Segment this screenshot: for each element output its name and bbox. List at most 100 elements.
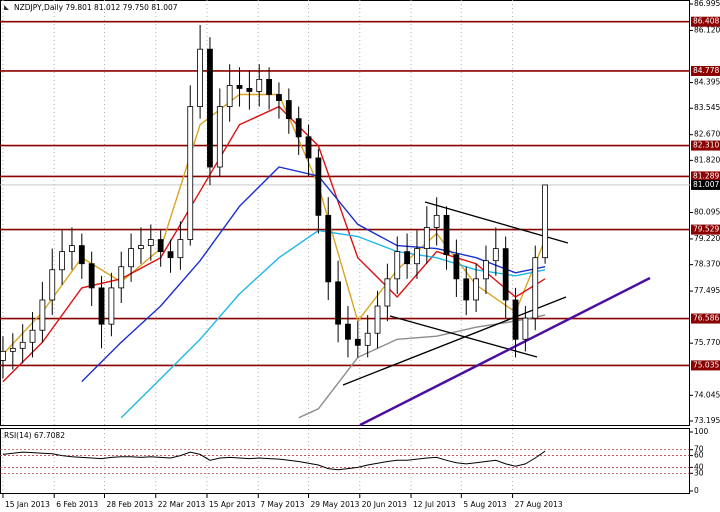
candle-body	[246, 88, 253, 92]
candle-body	[187, 106, 194, 240]
trendline	[342, 296, 567, 386]
candle-body	[374, 305, 381, 334]
candle-body	[177, 239, 184, 259]
y-tick-label: 84.395	[694, 78, 720, 87]
candle-body	[39, 299, 46, 331]
moving-average	[298, 314, 546, 419]
candle-body	[276, 94, 282, 101]
main-panel-frame	[0, 0, 690, 426]
trendline	[359, 276, 651, 427]
candle-body	[285, 100, 292, 120]
candle-body	[0, 350, 6, 361]
rsi-line	[2, 450, 546, 471]
y-tick-label: 81.820	[694, 155, 720, 164]
x-tick-label: 27 Aug 2013	[515, 500, 563, 509]
x-tick-label: 28 Feb 2013	[106, 500, 153, 509]
candle-body	[384, 278, 391, 307]
candle-body	[364, 332, 371, 346]
level-label-box	[691, 16, 720, 27]
candle-body	[138, 245, 144, 250]
level-label: 84.778	[693, 66, 719, 75]
candle-body	[335, 281, 342, 325]
trendline	[389, 315, 538, 358]
candle-body	[295, 118, 302, 138]
rsi-panel-frame	[0, 428, 690, 494]
candle-body	[207, 48, 213, 168]
candle-body	[512, 299, 519, 340]
rsi-tick-label: 0	[694, 486, 699, 495]
candle-body	[98, 287, 105, 325]
candle-body	[532, 257, 539, 319]
candles	[0, 24, 548, 379]
chart-title: NZDJPY,Daily 79.801 81.012 79.750 81.007	[14, 3, 178, 12]
y-tick-label: 73.195	[694, 416, 720, 425]
x-tick-label: 15 Jan 2013	[5, 500, 50, 509]
candle-body	[394, 251, 401, 280]
candle-body	[78, 245, 85, 265]
x-tick-label: 12 Jul 2013	[413, 500, 456, 509]
candle-body	[216, 106, 223, 168]
candle-body	[492, 248, 499, 262]
level-label: 81.289	[693, 171, 719, 180]
y-tick-label: 86.995	[694, 0, 720, 8]
y-tick-label: 75.770	[694, 338, 720, 347]
candle-body	[542, 184, 548, 259]
candle-body	[325, 214, 332, 283]
level-label-box	[691, 224, 720, 235]
title-icon	[4, 5, 9, 10]
candle-body	[483, 260, 489, 280]
x-tick-label: 22 Mar 2013	[158, 500, 206, 509]
candle-body	[433, 214, 440, 228]
candle-body	[197, 48, 204, 107]
x-tick-label: 6 Feb 2013	[56, 500, 98, 509]
y-tick-label: 78.370	[694, 260, 720, 269]
x-tick-label: 15 Apr 2013	[209, 500, 256, 509]
y-tick-label: 74.045	[694, 390, 720, 399]
rsi-title: RSI(14) 67.7082	[4, 431, 65, 440]
candle-body	[88, 263, 95, 289]
candle-body	[49, 269, 56, 301]
rsi-tick-label: 40	[694, 462, 704, 471]
level-label: 86.408	[693, 17, 719, 26]
candle-body	[414, 248, 420, 265]
rsi-tick-label: 100	[694, 427, 709, 436]
x-tick-label: 29 May 2013	[311, 500, 360, 509]
candle-body	[19, 341, 26, 349]
candle-body	[463, 278, 470, 301]
candle-body	[423, 227, 430, 250]
level-label-box	[691, 140, 720, 151]
level-label-box	[691, 65, 720, 76]
y-tick-label: 79.220	[694, 234, 720, 243]
candle-body	[256, 78, 263, 92]
level-label-box	[691, 313, 720, 324]
last-price-label: 81.007	[693, 180, 719, 189]
candle-body	[69, 245, 75, 253]
candle-body	[29, 329, 36, 343]
candle-body	[59, 251, 65, 271]
candle-body	[236, 85, 243, 89]
level-label: 75.035	[693, 360, 719, 369]
candle-body	[473, 278, 480, 301]
candle-body	[305, 136, 312, 159]
candle-body	[354, 338, 361, 346]
candle-body	[108, 287, 115, 325]
rsi-tick-label: 70	[694, 445, 704, 454]
candle-body	[522, 317, 529, 340]
x-tick-label: 5 Aug 2013	[463, 500, 506, 509]
candle-body	[118, 266, 125, 289]
x-tick-label: 20 Jun 2013	[362, 500, 407, 509]
levels	[0, 20, 690, 367]
y-tick-label: 86.120	[694, 25, 720, 34]
last-price-box	[691, 179, 720, 190]
rsi-tick-label: 30	[694, 468, 704, 477]
candle-body	[9, 347, 16, 352]
candle-body	[404, 251, 411, 265]
rsi-tick-label: 60	[694, 451, 704, 460]
level-label: 82.310	[693, 141, 719, 150]
y-tick-label: 82.670	[694, 130, 720, 139]
candle-body	[147, 239, 154, 246]
y-tick-label: 83.545	[694, 103, 720, 112]
